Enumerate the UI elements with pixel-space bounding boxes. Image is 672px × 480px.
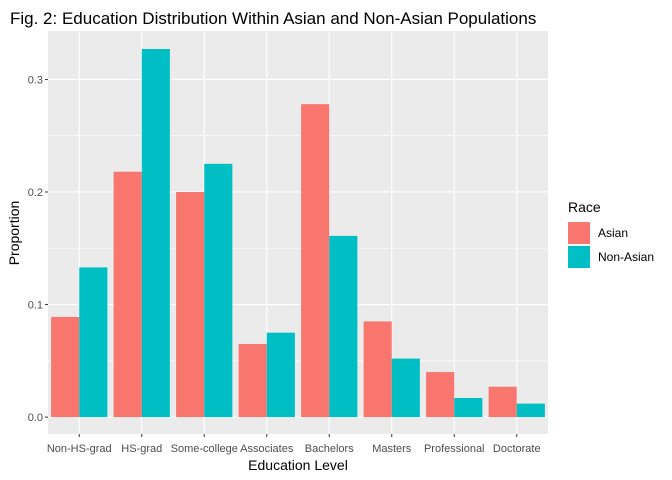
x-tick-label: Masters bbox=[372, 443, 412, 455]
bar-asian-doctorate bbox=[488, 386, 517, 418]
legend-items: Asian Non-Asian bbox=[568, 222, 654, 268]
bar-asian-associates bbox=[238, 343, 267, 418]
x-tick-label: HS-grad bbox=[121, 443, 162, 455]
legend-key-asian bbox=[568, 222, 590, 244]
legend: Race Asian Non-Asian bbox=[568, 199, 654, 268]
y-axis: 0.0 0.1 0.2 0.3 bbox=[28, 74, 48, 424]
bar-non-asian-non-hs-grad bbox=[79, 267, 108, 418]
bars bbox=[51, 49, 545, 418]
x-tick-label: Doctorate bbox=[493, 443, 541, 455]
bar-non-asian-masters bbox=[391, 358, 420, 418]
y-axis-title: Proportion bbox=[6, 201, 22, 266]
legend-title: Race bbox=[568, 199, 601, 215]
bar-asian-professional bbox=[426, 372, 455, 418]
bar-non-asian-hs-grad bbox=[141, 49, 170, 418]
x-tick-label: Professional bbox=[424, 443, 485, 455]
bar-non-asian-doctorate bbox=[516, 403, 545, 418]
chart-title: Fig. 2: Education Distribution Within As… bbox=[10, 9, 536, 28]
x-axis-title: Education Level bbox=[248, 457, 348, 473]
y-tick-label: 0.0 bbox=[28, 412, 43, 424]
x-axis: Non-HS-grad HS-grad Some-college Associates… bbox=[47, 434, 541, 455]
legend-label: Non-Asian bbox=[598, 250, 654, 264]
y-tick-label: 0.3 bbox=[28, 74, 43, 86]
legend-key-non-asian bbox=[568, 246, 590, 268]
bar-non-asian-some-college bbox=[204, 163, 233, 418]
x-tick-label: Bachelors bbox=[305, 443, 354, 455]
y-tick-label: 0.2 bbox=[28, 187, 43, 199]
bar-asian-non-hs-grad bbox=[51, 316, 80, 418]
bar-asian-masters bbox=[363, 321, 392, 418]
legend-label: Asian bbox=[598, 226, 628, 240]
x-tick-label: Associates bbox=[240, 443, 294, 455]
bar-asian-hs-grad bbox=[113, 171, 142, 418]
bar-non-asian-associates bbox=[266, 332, 295, 418]
x-tick-label: Some-college bbox=[171, 443, 238, 455]
bar-non-asian-bachelors bbox=[329, 235, 358, 418]
y-tick-label: 0.1 bbox=[28, 300, 43, 312]
bar-non-asian-professional bbox=[454, 397, 483, 418]
bar-asian-some-college bbox=[176, 191, 205, 418]
bar-asian-bachelors bbox=[301, 104, 330, 418]
x-tick-label: Non-HS-grad bbox=[47, 443, 112, 455]
